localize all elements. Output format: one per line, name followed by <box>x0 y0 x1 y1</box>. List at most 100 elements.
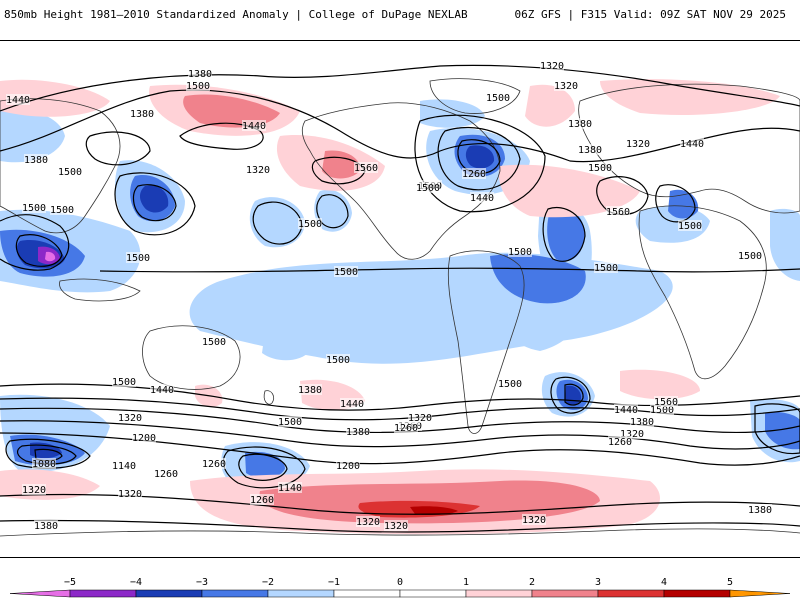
south-indian-positive <box>620 369 700 400</box>
contour-label-bg <box>486 92 510 103</box>
west-pacific-extreme-core <box>45 251 56 262</box>
north-america-coast <box>301 102 501 260</box>
contour-label: 1500 <box>498 379 522 390</box>
colorbar-segment <box>663 589 731 598</box>
contour-1320-pacific <box>85 131 151 166</box>
contour-label-bg <box>186 80 210 91</box>
maritime-continent-coast <box>59 278 141 302</box>
colorbar-segment <box>135 589 203 598</box>
contour-label-bg <box>50 204 74 215</box>
contour-label-bg <box>202 336 226 347</box>
colorbar-tick-label: 5 <box>726 577 734 588</box>
contour-label-bg <box>626 138 650 149</box>
contour-label-bg <box>508 246 532 257</box>
colorbar-tick-label: 2 <box>528 577 536 588</box>
antarctic-extreme-positive <box>410 506 458 515</box>
south-america-low-core <box>490 254 586 304</box>
map-title: 850mb Height 1981–2010 Standardized Anom… <box>4 8 468 21</box>
colorbar-tick-label: 3 <box>594 577 602 588</box>
contour-1380-south <box>0 407 800 434</box>
contour-label-bg <box>112 376 136 387</box>
contour-1440-north-pacific <box>179 122 264 150</box>
contour-label-bg <box>346 426 370 437</box>
contour-label: 1440 <box>6 95 30 106</box>
contour-label: 1320 <box>22 485 46 496</box>
contour-label-bg <box>614 404 638 415</box>
contour-label: 1500 <box>186 81 210 92</box>
contour-label: 1320 <box>620 429 644 440</box>
contour-1140-south-center-low <box>238 453 288 481</box>
anomaly-colorbar: −5 −4 −3 −2 −1 0 1 2 3 4 5 <box>0 560 800 600</box>
asia-west-coast <box>0 98 121 234</box>
contour-label-bg <box>112 460 136 471</box>
contour-label: 1320 <box>118 413 142 424</box>
contour-label-bg <box>22 202 46 213</box>
contour-1500-tropics <box>99 267 800 273</box>
contour-label-bg <box>630 416 654 427</box>
contour-1440-canada <box>414 114 546 213</box>
colorbar-segment <box>399 589 467 598</box>
contour-label-bg <box>246 164 270 175</box>
nw-pacific-negative <box>0 109 65 163</box>
contour-label: 1500 <box>58 167 82 178</box>
contour-label: 1380 <box>346 427 370 438</box>
contour-label: 1140 <box>278 483 302 494</box>
north-pacific-strong-positive <box>183 94 280 128</box>
contour-label: 1500 <box>202 337 226 348</box>
contour-label: 1380 <box>748 505 772 516</box>
contour-label-bg <box>738 250 762 261</box>
contour-label: 1440 <box>340 399 364 410</box>
contour-label: 1500 <box>50 205 74 216</box>
contour-label-bg <box>680 138 704 149</box>
contour-label: 1320 <box>246 165 270 176</box>
contour-label-bg <box>606 206 630 217</box>
contour-label: 1260 <box>250 495 274 506</box>
colorbar-tick-label: 1 <box>462 577 470 588</box>
contour-label-bg <box>334 266 358 277</box>
atlantic-low-core <box>547 205 585 262</box>
colorbar-tick-label: 0 <box>396 577 404 588</box>
contour-label: 1500 <box>126 253 150 264</box>
contour-label: 1320 <box>522 515 546 526</box>
contour-label: 1500 <box>486 93 510 104</box>
contour-label: 1260 <box>154 469 178 480</box>
contour-label: 1380 <box>630 417 654 428</box>
contour-label-bg <box>554 80 578 91</box>
contour-label-bg <box>384 520 408 531</box>
contour-label: 1260 <box>202 459 226 470</box>
contour-label: 1500 <box>650 405 674 416</box>
contour-label: 1380 <box>568 119 592 130</box>
scandinavia-positive <box>525 84 575 127</box>
contour-label: 1260 <box>608 437 632 448</box>
contour-1440-south <box>0 397 800 421</box>
middle-east-low-core <box>668 189 699 219</box>
contour-label-bg <box>748 504 772 515</box>
colorbar-segment <box>201 589 269 598</box>
contour-label-bg <box>678 220 702 231</box>
colorbar-svg <box>9 589 791 598</box>
contour-label-bg <box>416 182 440 193</box>
south-ocean-low-core-center <box>245 451 285 479</box>
contour-label-bg <box>578 144 602 155</box>
australia-coast <box>142 325 241 390</box>
contour-label-bg <box>522 514 546 525</box>
contour-label-bg <box>498 378 522 389</box>
contour-label: 1560 <box>606 207 630 218</box>
contour-label: 1320 <box>554 81 578 92</box>
contour-1200-sw-low <box>5 438 91 469</box>
colorbar-tick-label: −3 <box>195 577 209 588</box>
north-pacific-deep-low <box>139 185 169 213</box>
contour-1500-atlantic-low <box>542 207 586 262</box>
colorbar-segment <box>531 589 599 598</box>
contour-label-bg <box>242 120 266 131</box>
contour-label: 1500 <box>112 377 136 388</box>
contour-label-bg <box>130 108 154 119</box>
contour-1560-pacific-high <box>311 156 366 185</box>
contour-label-bg <box>24 154 48 165</box>
contour-label-bg <box>298 384 322 395</box>
contour-label: 1500 <box>326 355 350 366</box>
contour-label: 1500 <box>334 267 358 278</box>
colorbar-segment <box>333 589 401 598</box>
contour-label: 1500 <box>298 219 322 230</box>
